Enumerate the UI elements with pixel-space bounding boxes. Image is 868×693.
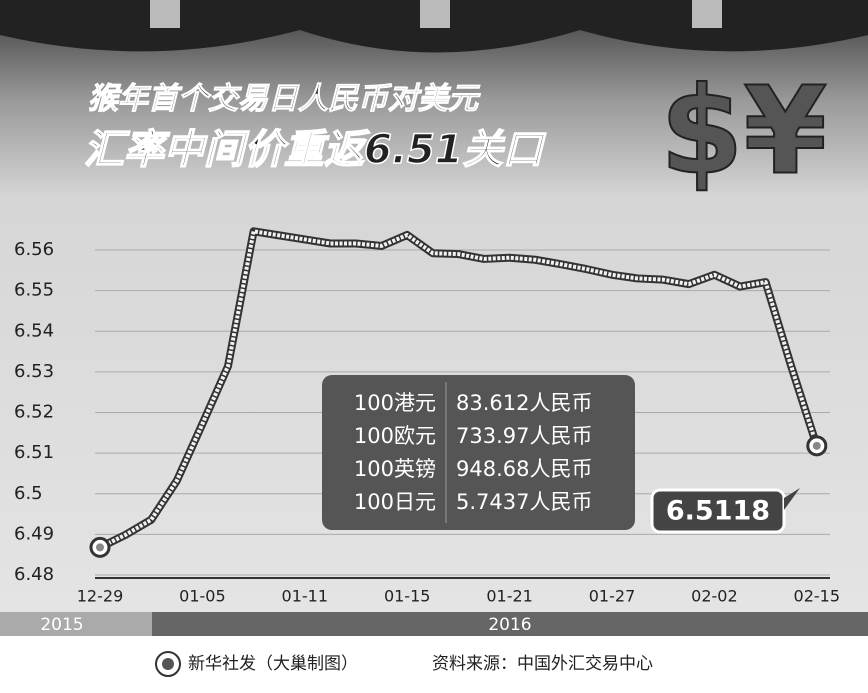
- table-cell: 5.7437人民币: [456, 490, 592, 514]
- y-tick-label: 6.5: [14, 483, 43, 504]
- value-annotation: 6.5118: [666, 496, 770, 527]
- y-tick-label: 6.48: [14, 564, 54, 585]
- year-label: 2016: [488, 615, 531, 635]
- y-tick-label: 6.55: [14, 280, 54, 301]
- x-tick-label: 02-15: [794, 587, 841, 606]
- table-cell: 100日元: [354, 490, 436, 514]
- end-marker-core: [813, 442, 821, 450]
- x-tick-label: 12-29: [77, 587, 124, 606]
- table-cell: 100欧元: [354, 424, 436, 448]
- agency-emblem-core: [162, 658, 174, 670]
- x-tick-label: 01-11: [282, 587, 329, 606]
- x-tick-label: 01-15: [384, 587, 431, 606]
- x-tick-label: 02-02: [691, 587, 738, 606]
- chart: 猴年首个交易日人民币对美元 汇率中间价重返6.51关口 $¥ 6.48 6.49 6…: [0, 0, 868, 693]
- currency-logo: $¥: [660, 63, 827, 202]
- subtitle: 汇率中间价重返6.51关口: [84, 127, 547, 173]
- x-tick-label: 01-27: [589, 587, 636, 606]
- title: 猴年首个交易日人民币对美元: [88, 82, 481, 117]
- y-tick-label: 6.49: [14, 523, 54, 544]
- y-tick-label: 6.54: [14, 320, 54, 341]
- curtain-tie: [692, 0, 722, 28]
- curtain-tie: [420, 0, 450, 28]
- end-marker-core: [96, 543, 104, 551]
- year-band: 2015 2016: [0, 612, 868, 636]
- curtain-tie: [150, 0, 180, 28]
- year-label: 2015: [40, 615, 83, 635]
- table-cell: 100英镑: [354, 457, 436, 481]
- y-tick-label: 6.51: [14, 442, 54, 463]
- x-tick-label: 01-05: [179, 587, 226, 606]
- y-tick-label: 6.53: [14, 361, 54, 382]
- table-cell: 100港元: [354, 391, 436, 415]
- y-tick-label: 6.52: [14, 402, 54, 423]
- source: 资料来源：中国外汇交易中心: [432, 654, 653, 674]
- y-tick-label: 6.56: [14, 239, 54, 260]
- x-tick-label: 01-21: [486, 587, 533, 606]
- credit: 新华社发（大巢制图）: [188, 654, 358, 674]
- table-cell: 948.68人民币: [456, 457, 592, 481]
- table-cell: 83.612人民币: [456, 391, 592, 415]
- table-cell: 733.97人民币: [456, 424, 592, 448]
